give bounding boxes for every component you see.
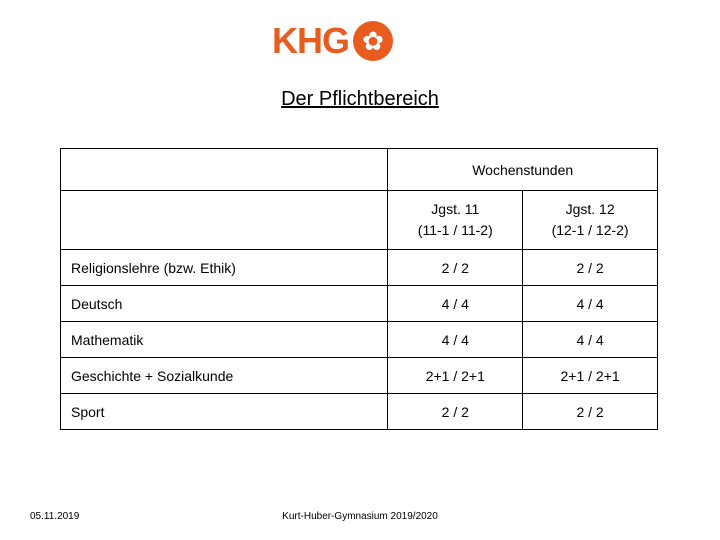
logo: KHG xyxy=(272,20,393,62)
header-jgst11-line2: (11-1 / 11-2) xyxy=(418,222,493,238)
value-cell: 4 / 4 xyxy=(388,286,523,322)
page-title: Der Pflichtbereich xyxy=(281,88,439,111)
header-col-jgst11: Jgst. 11 (11-1 / 11-2) xyxy=(388,191,523,250)
table-row: Sport 2 / 2 2 / 2 xyxy=(61,394,658,430)
logo-text: KHG xyxy=(272,20,349,62)
footer-date: 05.11.2019 xyxy=(30,511,79,522)
table-header-top: Wochenstunden xyxy=(61,149,658,191)
header-jgst12-line2: (12-1 / 12-2) xyxy=(552,222,629,238)
value-cell: 2+1 / 2+1 xyxy=(523,358,658,394)
table-row: Religionslehre (bzw. Ethik) 2 / 2 2 / 2 xyxy=(61,250,658,286)
subject-cell: Deutsch xyxy=(61,286,388,322)
value-cell: 2 / 2 xyxy=(388,394,523,430)
table-row: Geschichte + Sozialkunde 2+1 / 2+1 2+1 /… xyxy=(61,358,658,394)
value-cell: 4 / 4 xyxy=(523,286,658,322)
footer-source: Kurt-Huber-Gymnasium 2019/2020 xyxy=(282,511,438,522)
value-cell: 4 / 4 xyxy=(523,322,658,358)
subject-cell: Sport xyxy=(61,394,388,430)
value-cell: 2+1 / 2+1 xyxy=(388,358,523,394)
subject-cell: Geschichte + Sozialkunde xyxy=(61,358,388,394)
value-cell: 2 / 2 xyxy=(388,250,523,286)
header-jgst11-line1: Jgst. 11 xyxy=(431,201,479,217)
header-col-jgst12: Jgst. 12 (12-1 / 12-2) xyxy=(523,191,658,250)
header-blank-cell xyxy=(61,149,388,191)
table-row: Deutsch 4 / 4 4 / 4 xyxy=(61,286,658,322)
subject-cell: Religionslehre (bzw. Ethik) xyxy=(61,250,388,286)
header-jgst12-line1: Jgst. 12 xyxy=(566,201,615,217)
header-sub-blank xyxy=(61,191,388,250)
rose-icon xyxy=(353,21,393,61)
table-header-sub: Jgst. 11 (11-1 / 11-2) Jgst. 12 (12-1 / … xyxy=(61,191,658,250)
table-row: Mathematik 4 / 4 4 / 4 xyxy=(61,322,658,358)
subject-cell: Mathematik xyxy=(61,322,388,358)
value-cell: 2 / 2 xyxy=(523,394,658,430)
value-cell: 4 / 4 xyxy=(388,322,523,358)
header-wochenstunden: Wochenstunden xyxy=(388,149,658,191)
value-cell: 2 / 2 xyxy=(523,250,658,286)
subjects-table: Wochenstunden Jgst. 11 (11-1 / 11-2) Jgs… xyxy=(60,148,658,430)
